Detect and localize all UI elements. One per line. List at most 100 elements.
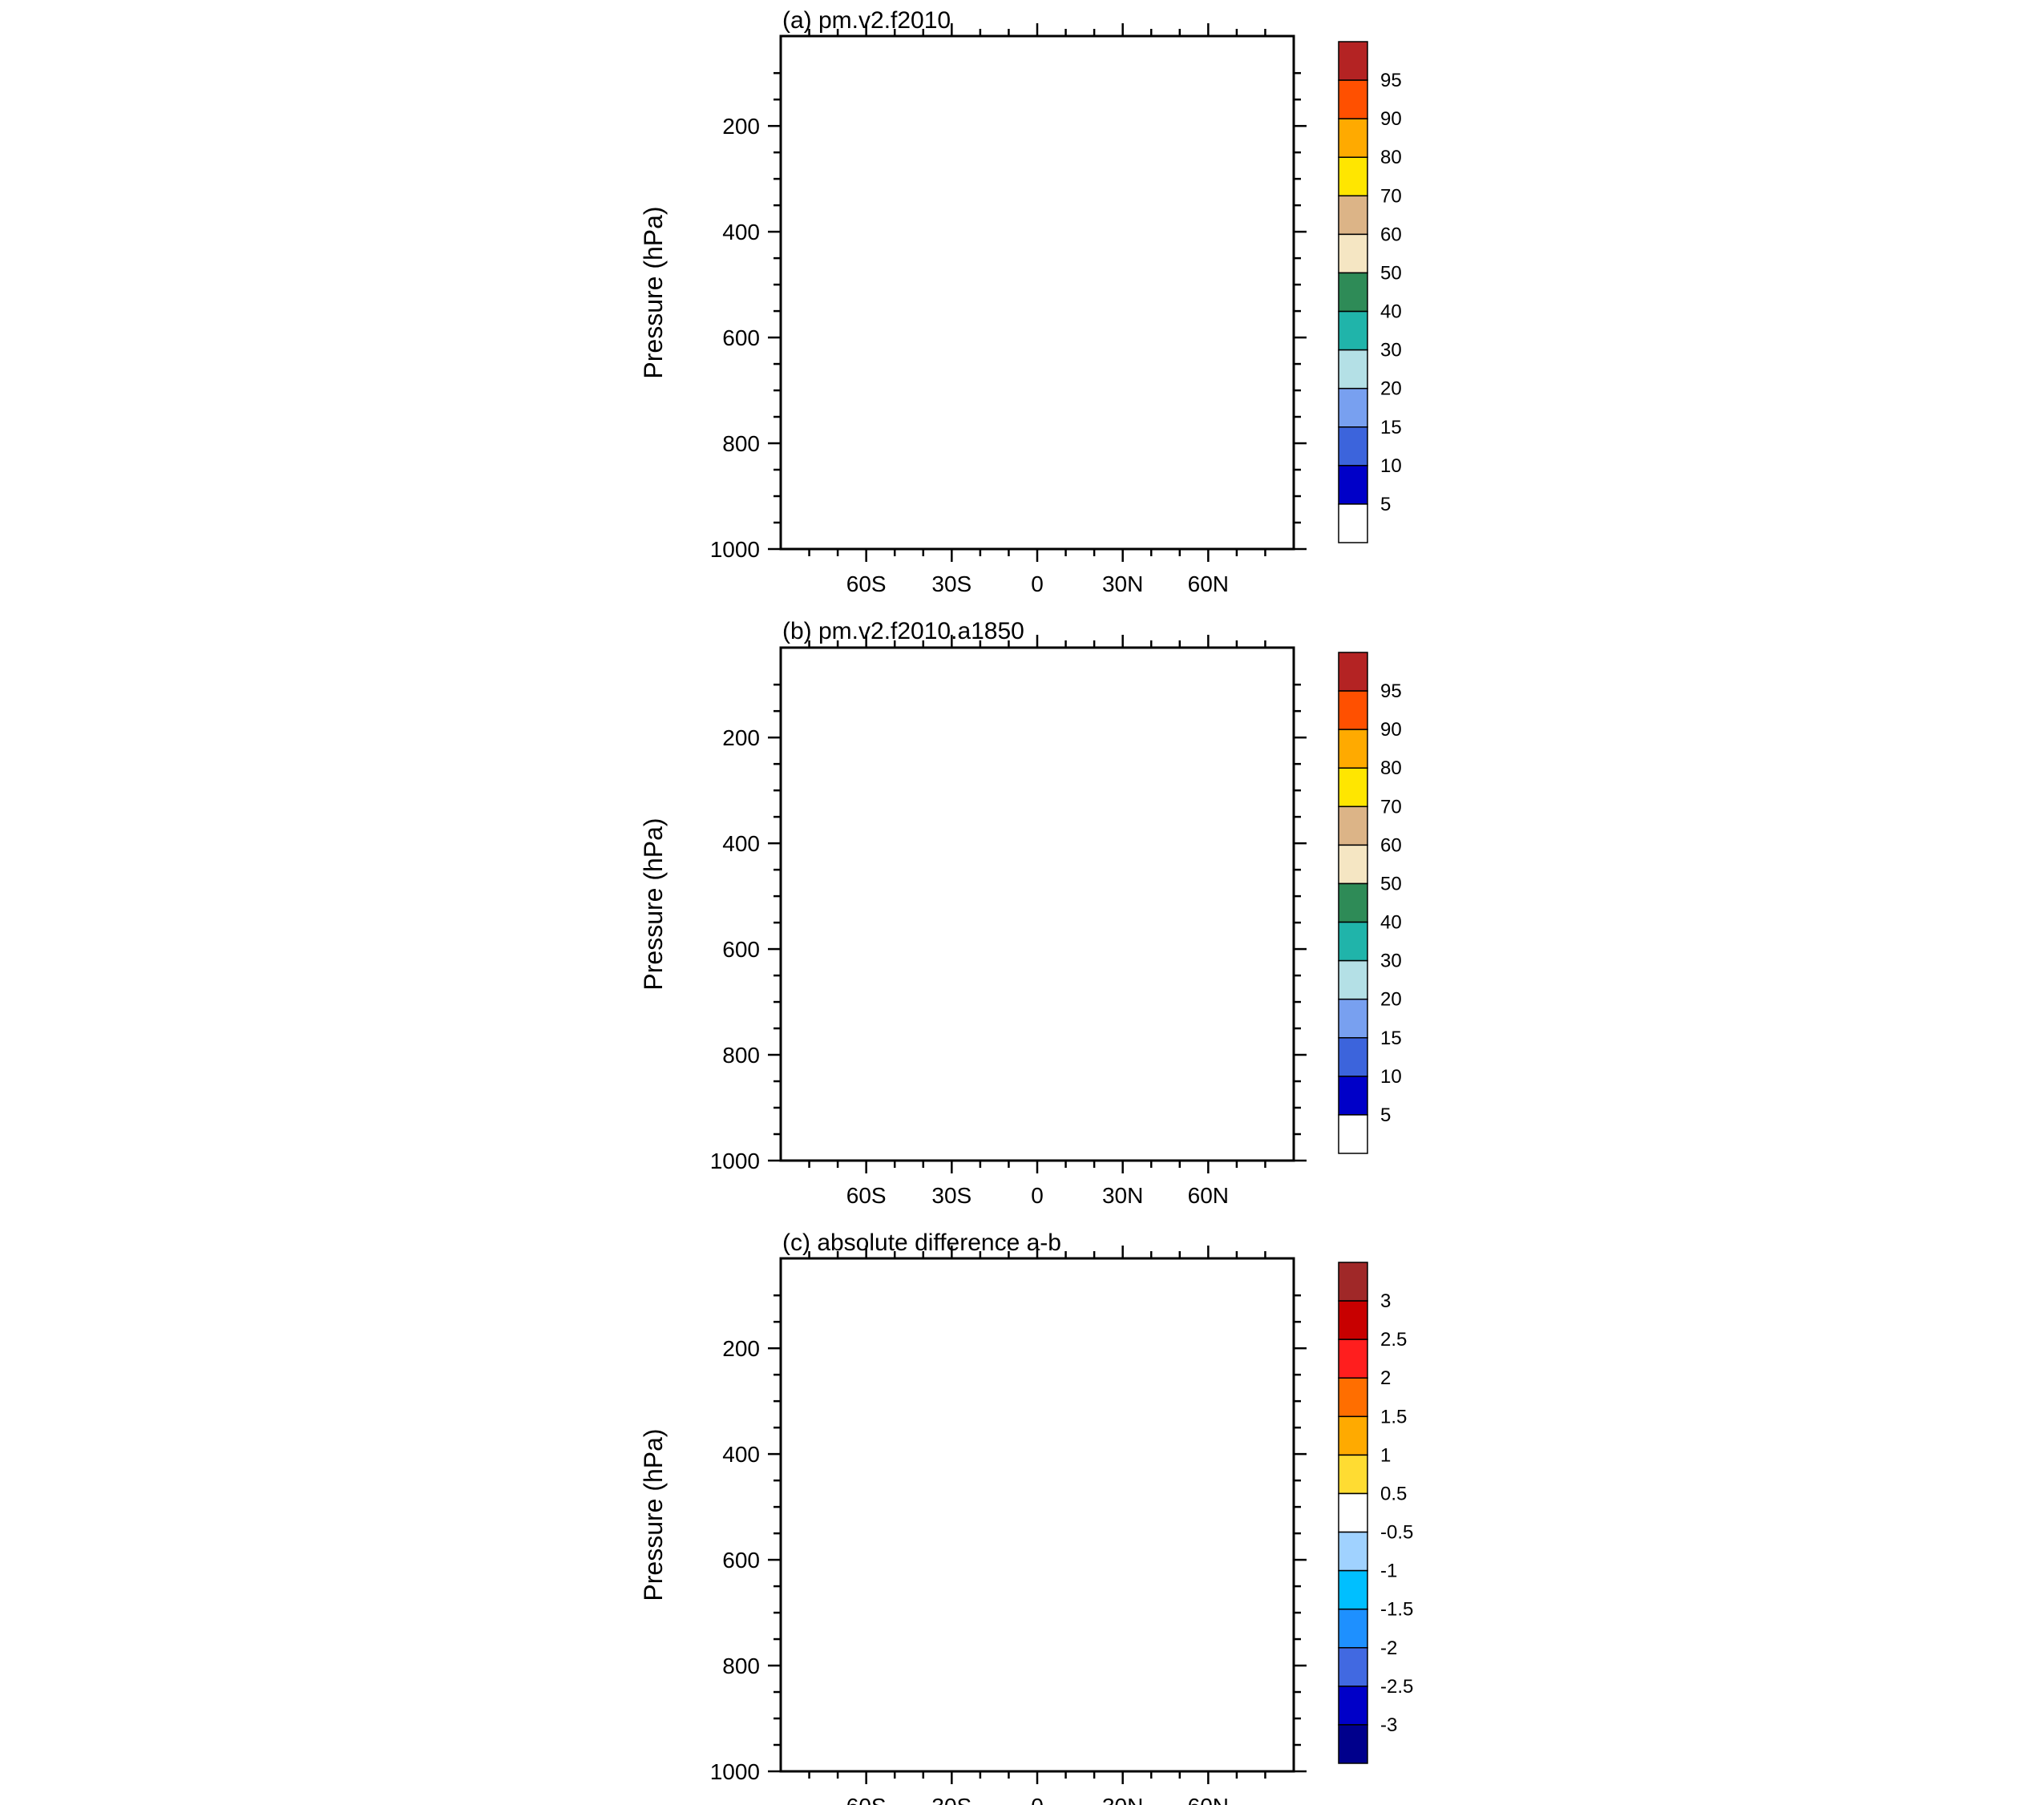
y-tick-label: 1000 <box>710 537 760 562</box>
ylabel-a: Pressure (hPa) <box>639 206 668 378</box>
colorbar-label: 20 <box>1380 378 1402 400</box>
panel-title-c: (c) absolute difference a-b <box>782 1230 1061 1256</box>
colorbar-label: 90 <box>1380 108 1402 130</box>
field-white-core <box>955 211 1128 515</box>
colorbar-label: 3 <box>1380 1290 1391 1312</box>
diff-blob-neg-surface <box>1198 1749 1294 1771</box>
field-band-10-tropic <box>976 114 1085 345</box>
colorbar-swatch <box>1338 1686 1368 1726</box>
field-band-5 <box>781 689 1294 1161</box>
colorbar-swatch <box>1338 1076 1368 1116</box>
colorbar-label: 15 <box>1380 1028 1402 1049</box>
land-mask <box>781 1024 877 1161</box>
colorbar-swatch <box>1338 806 1368 846</box>
field-band-50-left <box>850 460 864 513</box>
colorbar-swatch <box>1338 844 1368 885</box>
y-tick-label: 800 <box>722 1654 760 1678</box>
colorbar-swatch <box>1338 767 1368 808</box>
diff-blob-pos-2.5 <box>1246 1709 1262 1739</box>
y-tick-label: 800 <box>722 431 760 456</box>
colorbar-swatch <box>1338 690 1368 730</box>
field-band-50-left <box>850 1072 864 1125</box>
colorbar-label: 70 <box>1380 796 1402 818</box>
yaxis-a: 200 400 600 800 1000 <box>710 71 1307 562</box>
colorbar-swatch <box>1338 998 1368 1039</box>
diff-background <box>781 1258 1294 1771</box>
colorbar-swatch <box>1338 1262 1368 1302</box>
colorbar-swatch <box>1338 1339 1368 1379</box>
x-tick-label: 60S <box>846 1794 887 1805</box>
xaxis-b: 60S 30S 0 30N 60N <box>808 635 1266 1208</box>
colorbar-swatch <box>1338 79 1368 119</box>
field-band-50-right <box>1276 509 1294 549</box>
field-bg-white <box>781 648 1294 1161</box>
field-band-30-right2 <box>1196 802 1246 894</box>
diff-blob-neg-surface2 <box>1262 1759 1294 1771</box>
field-light-mid-top <box>1018 104 1101 181</box>
y-tick-label: 1000 <box>710 1759 760 1784</box>
colorbar-swatch <box>1338 1647 1368 1687</box>
panel-title-b: (b) pm.v2.f2010.a1850 <box>782 618 1024 644</box>
diff-blob-pos-small <box>1056 1313 1077 1345</box>
colorbar-label: 95 <box>1380 680 1402 702</box>
colorbar-swatch <box>1338 195 1368 236</box>
y-tick-label: 800 <box>722 1043 760 1068</box>
field-band-5 <box>781 78 1294 549</box>
field-band-10 <box>781 93 1294 549</box>
field-band-15 <box>781 108 1294 549</box>
colorbar-label: 1 <box>1380 1444 1391 1466</box>
x-tick-label: 60N <box>1188 1794 1229 1805</box>
colorbar-label: 10 <box>1380 455 1402 477</box>
colorbar-label: 15 <box>1380 417 1402 438</box>
field-band-5-hole <box>917 173 1152 549</box>
land-mask-c <box>781 1455 877 1771</box>
field-band-40-right <box>1259 485 1294 549</box>
colorbar-label: 10 <box>1380 1066 1402 1088</box>
yaxis-c: 200 400 600 800 1000 <box>710 1294 1307 1784</box>
y-tick-label: 400 <box>722 220 760 244</box>
field-band-10-mid-left <box>945 179 981 549</box>
plot-frame-b <box>779 646 1295 1162</box>
x-tick-label: 30S <box>931 571 972 596</box>
x-tick-label: 0 <box>1031 1794 1044 1805</box>
x-tick-label: 30N <box>1102 1794 1143 1805</box>
field-band-40-left2 <box>841 429 877 542</box>
y-tick-label: 1000 <box>710 1149 760 1173</box>
colorbar-label: 50 <box>1380 262 1402 284</box>
ylabel-b: Pressure (hPa) <box>639 818 668 990</box>
diff-blob-neg-tropics <box>1041 1367 1052 1417</box>
field-band-10-mid-right <box>1097 771 1146 1161</box>
colorbar-swatch <box>1338 156 1368 197</box>
colorbar-swatch <box>1338 921 1368 962</box>
colorbar-swatch <box>1338 1569 1368 1610</box>
diff-blob-pos-2 <box>1242 1609 1294 1739</box>
yaxis-b: 200 400 600 800 1000 <box>710 683 1307 1173</box>
colorbar-swatch <box>1338 465 1368 505</box>
colorbar-swatch <box>1338 426 1368 466</box>
field-band-5-hole <box>917 785 1152 1161</box>
y-tick-label: 200 <box>722 114 760 139</box>
x-tick-label: 0 <box>1031 1183 1044 1208</box>
colorbar-label: 2 <box>1380 1367 1391 1389</box>
diff-blob-neg-edge <box>1286 1411 1291 1431</box>
plot-frame-a <box>779 34 1295 551</box>
colorbar-label: -0.5 <box>1380 1522 1413 1544</box>
field-band-10-tropic <box>976 725 1085 957</box>
field-white-core <box>955 822 1128 1126</box>
colorbar-label: 5 <box>1380 494 1391 515</box>
diff-blob-pos-1.5 <box>1182 1579 1294 1749</box>
field-band-15 <box>781 720 1294 1161</box>
colorbar-swatch <box>1338 882 1368 923</box>
ylabel-c: Pressure (hPa) <box>639 1428 668 1601</box>
colorbar-label: 30 <box>1380 951 1402 972</box>
colorbar-label: -2 <box>1380 1637 1397 1659</box>
colorbar-label: -1.5 <box>1380 1599 1413 1621</box>
x-tick-label: 0 <box>1031 571 1044 596</box>
colorbar-label: 40 <box>1380 301 1402 323</box>
colorbar-swatch <box>1338 1037 1368 1077</box>
field-band-20 <box>781 142 1294 549</box>
colorbar-label: 60 <box>1380 834 1402 856</box>
colorbar-swatch <box>1338 1377 1368 1418</box>
field-band-10-mid-left <box>945 790 981 1161</box>
